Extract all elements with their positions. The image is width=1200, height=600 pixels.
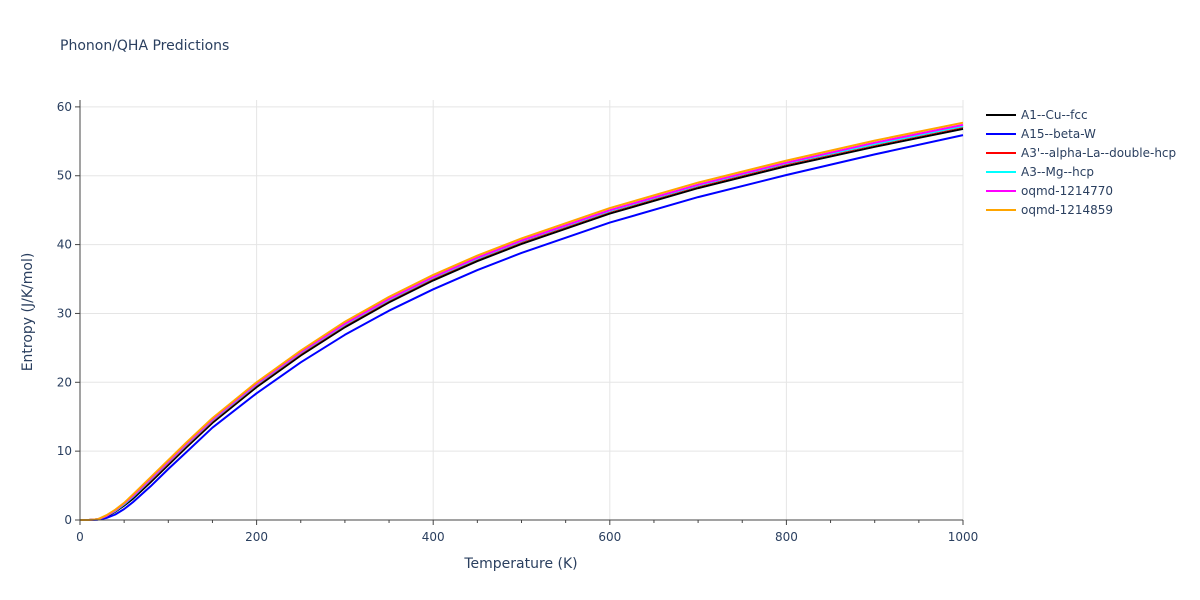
legend-label: oqmd-1214859 (1021, 203, 1113, 217)
legend-label: A3--Mg--hcp (1021, 165, 1094, 179)
grid (80, 100, 964, 520)
x-tick-label: 0 (76, 530, 84, 544)
y-tick-label: 20 (57, 375, 72, 389)
legend-label: A3'--alpha-La--double-hcp (1021, 146, 1176, 160)
x-tick-label: 1000 (948, 530, 979, 544)
legend-label: A15--beta-W (1021, 127, 1096, 141)
x-tick-label: 600 (598, 530, 621, 544)
y-ticks: 0 10 20 30 40 50 60 (57, 100, 80, 527)
y-tick-label: 30 (57, 306, 72, 320)
chart-title: Phonon/QHA Predictions (60, 38, 229, 54)
series-line-3 (80, 125, 964, 521)
y-tick-label: 50 (57, 169, 72, 183)
y-axis-title: Entropy (J/K/mol) (20, 253, 36, 372)
axes (79, 100, 963, 521)
legend: A1--Cu--fcc A15--beta-W A3'--alpha-La--dou… (986, 108, 1176, 217)
series-line-4 (80, 123, 964, 521)
series-line-5 (80, 121, 964, 521)
y-tick-label: 10 (57, 444, 72, 458)
legend-label: oqmd-1214770 (1021, 184, 1113, 198)
legend-label: A1--Cu--fcc (1021, 108, 1088, 122)
series-layer (80, 121, 964, 521)
y-tick-label: 0 (64, 513, 72, 527)
x-axis-title: Temperature (K) (463, 556, 577, 572)
series-line-0 (80, 127, 964, 521)
y-tick-label: 40 (57, 238, 72, 252)
x-tick-label: 800 (775, 530, 798, 544)
x-tick-label: 400 (422, 530, 445, 544)
y-tick-label: 60 (57, 100, 72, 114)
x-tick-label: 200 (245, 530, 268, 544)
x-ticks: 0 200 400 600 800 1000 (76, 520, 978, 544)
series-line-2 (80, 125, 964, 521)
series-line-1 (80, 134, 964, 521)
